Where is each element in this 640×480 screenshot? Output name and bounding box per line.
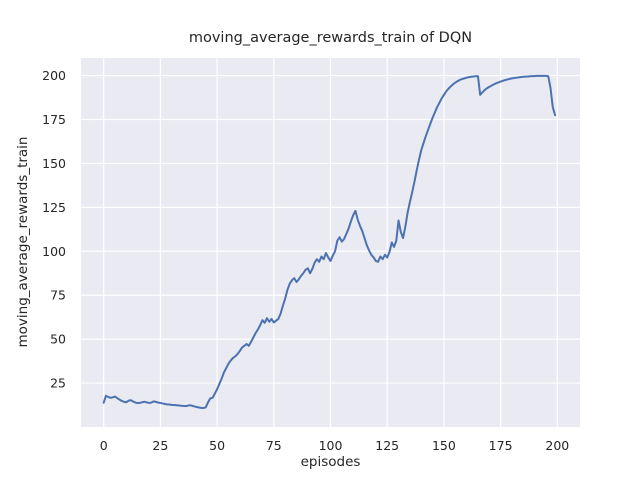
y-tick-label: 175	[42, 112, 66, 127]
x-tick-label: 175	[489, 438, 513, 453]
x-tick-label: 75	[266, 438, 282, 453]
x-tick-label: 125	[375, 438, 399, 453]
x-tick-label: 100	[319, 438, 343, 453]
y-tick-label: 50	[50, 332, 66, 347]
x-tick-label: 25	[152, 438, 168, 453]
series-line	[102, 74, 557, 410]
y-tick-label: 150	[42, 156, 66, 171]
y-tick-label: 25	[50, 376, 66, 391]
y-tick-label: 100	[42, 244, 66, 259]
x-tick-label: 0	[100, 438, 108, 453]
chart-title: moving_average_rewards_train of DQN	[188, 30, 473, 46]
y-tick-label: 125	[42, 200, 66, 215]
x-axis-label: episodes	[300, 454, 361, 470]
x-tick-label: 200	[545, 438, 569, 453]
x-tick-label: 50	[209, 438, 225, 453]
x-tick-label: 150	[432, 438, 456, 453]
y-tick-label: 200	[42, 68, 66, 83]
y-axis-label: moving_average_rewards_train	[15, 136, 31, 348]
y-tick-label: 75	[50, 288, 66, 303]
